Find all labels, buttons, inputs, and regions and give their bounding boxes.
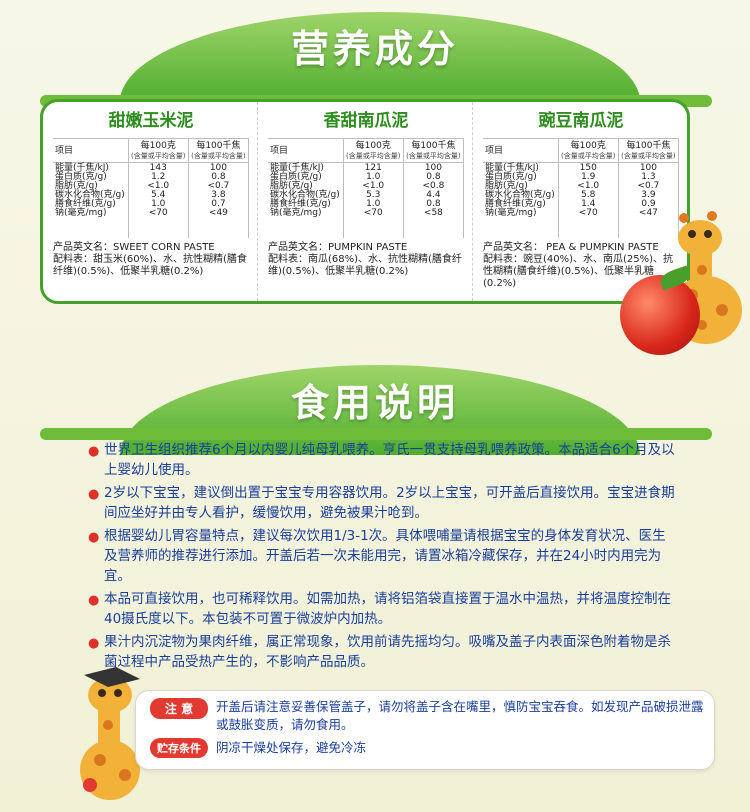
product-name: 香甜南瓜泥 (323, 111, 409, 131)
apple-icon (620, 275, 700, 355)
storage-text: 阴凉干燥处保存，避免冷冻 (216, 740, 367, 755)
bullet-dot-icon: ● (88, 593, 100, 608)
usage-list: ● 世界卫生组织推荐6个月以内婴儿纯母乳喂养。亨氏一贯支持母乳喂养政策。本品适合6… (86, 440, 676, 675)
storage-tag: 贮存条件 (150, 738, 208, 758)
nutrition-table: 项目 每100克 (含量或平均含量) 每100千焦 (含量或平均含量) 能量(千焦/… (483, 138, 680, 238)
product-column-0: 甜嫩玉米泥 项目 每100克 (含量或平均含量) 每100千焦 (含量或平均含量) … (43, 102, 258, 301)
per100g-values: 150 1.9 <1.0 5.8 1.4 <70 (557, 162, 619, 238)
bullet-dot-icon: ● (88, 530, 100, 545)
usage-title: 食用说明 (290, 381, 459, 425)
per100kj-values: 100 1.3 <0.7 3.9 0.9 <47 (617, 162, 680, 238)
notice-tag: 注 意 (150, 698, 208, 719)
header-per100kj: 每100千焦 (含量或平均含量) (402, 138, 465, 163)
per100kj-values: 100 0.8 <0.7 3.8 0.7 <49 (187, 162, 250, 238)
english-name: 产品英文名： PEA & PUMPKIN PASTE (483, 241, 659, 253)
bullet-dot-icon: ● (88, 636, 100, 651)
product-column-1: 香甜南瓜泥 项目 每100克 (含量或平均含量) 每100千焦 (含量或平均含量) … (258, 102, 473, 301)
usage-item: ● 2岁以下宝宝，建议倒出置于宝宝专用容器饮用。2岁以上宝宝，可开盖后直接饮用。宝… (88, 485, 675, 521)
header-per100g: 每100克 (含量或平均含量) (127, 138, 189, 163)
nutrition-title: 营养成分 (290, 27, 459, 71)
notice-box: 注 意 开盖后请注意妥善保管盖子，请勿将盖子含在嘴里，慎防宝宝吞食。如发现产品破… (135, 690, 715, 770)
giraffe-graduate-icon (80, 667, 140, 800)
ingredients: 配料表：南瓜(68%)、水、抗性糊精(膳食纤维)(0.5%)、低聚半乳糖(0.2… (268, 253, 462, 277)
header-per100g: 每100克 (含量或平均含量) (557, 138, 619, 163)
header-item: 项目 (483, 138, 559, 163)
product-name: 甜嫩玉米泥 (108, 111, 194, 131)
header-per100kj: 每100千焦 (含量或平均含量) (187, 138, 250, 163)
nutrition-table: 项目 每100克 (含量或平均含量) 每100千焦 (含量或平均含量) 能量(千焦/… (53, 138, 250, 238)
row-labels: 能量(千焦/kJ) 蛋白质(克/g) 脂肪(克/g) 碳水化合物(克/g) 膳食纤维(克… (483, 162, 559, 238)
product-name: 豌豆南瓜泥 (538, 111, 624, 131)
header-per100kj: 每100千焦 (含量或平均含量) (617, 138, 680, 163)
nutrition-panel: 甜嫩玉米泥 项目 每100克 (含量或平均含量) 每100千焦 (含量或平均含量) … (40, 99, 690, 304)
bullet-dot-icon: ● (88, 487, 100, 502)
per100g-values: 121 1.0 <1.0 5.3 1.0 <70 (342, 162, 404, 238)
english-name: 产品英文名：PUMPKIN PASTE (268, 241, 408, 253)
usage-item: ● 本品可直接饮用，也可稀释饮用。如需加热，请将铝箔袋直接置于温水中温热，并将温度… (88, 591, 671, 627)
usage-item: ● 果汁内沉淀物为果肉纤维，属正常现象，饮用前请先摇均匀。吸嘴及盖子内表面深色附着… (88, 634, 671, 670)
row-labels: 能量(千焦/kJ) 蛋白质(克/g) 脂肪(克/g) 碳水化合物(克/g) 膳食纤维(克… (53, 162, 129, 238)
ingredients: 配料表：豌豆(40%)、水、南瓜(25%)、抗性糊精(膳食纤维)(0.5%)、低… (483, 253, 674, 289)
bullet-dot-icon: ● (88, 444, 100, 459)
row-labels: 能量(千焦/kJ) 蛋白质(克/g) 脂肪(克/g) 碳水化合物(克/g) 膳食纤维(克… (268, 162, 344, 238)
header-item: 项目 (268, 138, 344, 163)
usage-title-bar (40, 428, 712, 440)
ingredients: 配料表：甜玉米(60%)、水、抗性糊精(膳食纤维)(0.5%)、低聚半乳糖(0.… (53, 253, 247, 277)
header-item: 项目 (53, 138, 129, 163)
notice-text: 开盖后请注意妥善保管盖子，请勿将盖子含在嘴里，慎防宝宝吞食。如发现产品破损泄露或… (216, 699, 704, 732)
per100g-values: 143 1.2 <1.0 5.4 1.0 <70 (127, 162, 189, 238)
nutrition-table: 项目 每100克 (含量或平均含量) 每100千焦 (含量或平均含量) 能量(千焦/… (268, 138, 465, 238)
per100kj-values: 100 0.8 <0.8 4.4 0.8 <58 (402, 162, 465, 238)
usage-item: ● 世界卫生组织推荐6个月以内婴儿纯母乳喂养。亨氏一贯支持母乳喂养政策。本品适合6… (88, 442, 675, 478)
english-name: 产品英文名：SWEET CORN PASTE (53, 241, 215, 253)
product-column-2: 豌豆南瓜泥 项目 每100克 (含量或平均含量) 每100千焦 (含量或平均含量) … (473, 102, 687, 301)
usage-item: ● 根据婴幼儿胃容量特点，建议每次饮用1/3-1次。具体喂哺量请根据宝宝的身体发育… (88, 528, 666, 584)
header-per100g: 每100克 (含量或平均含量) (342, 138, 404, 163)
